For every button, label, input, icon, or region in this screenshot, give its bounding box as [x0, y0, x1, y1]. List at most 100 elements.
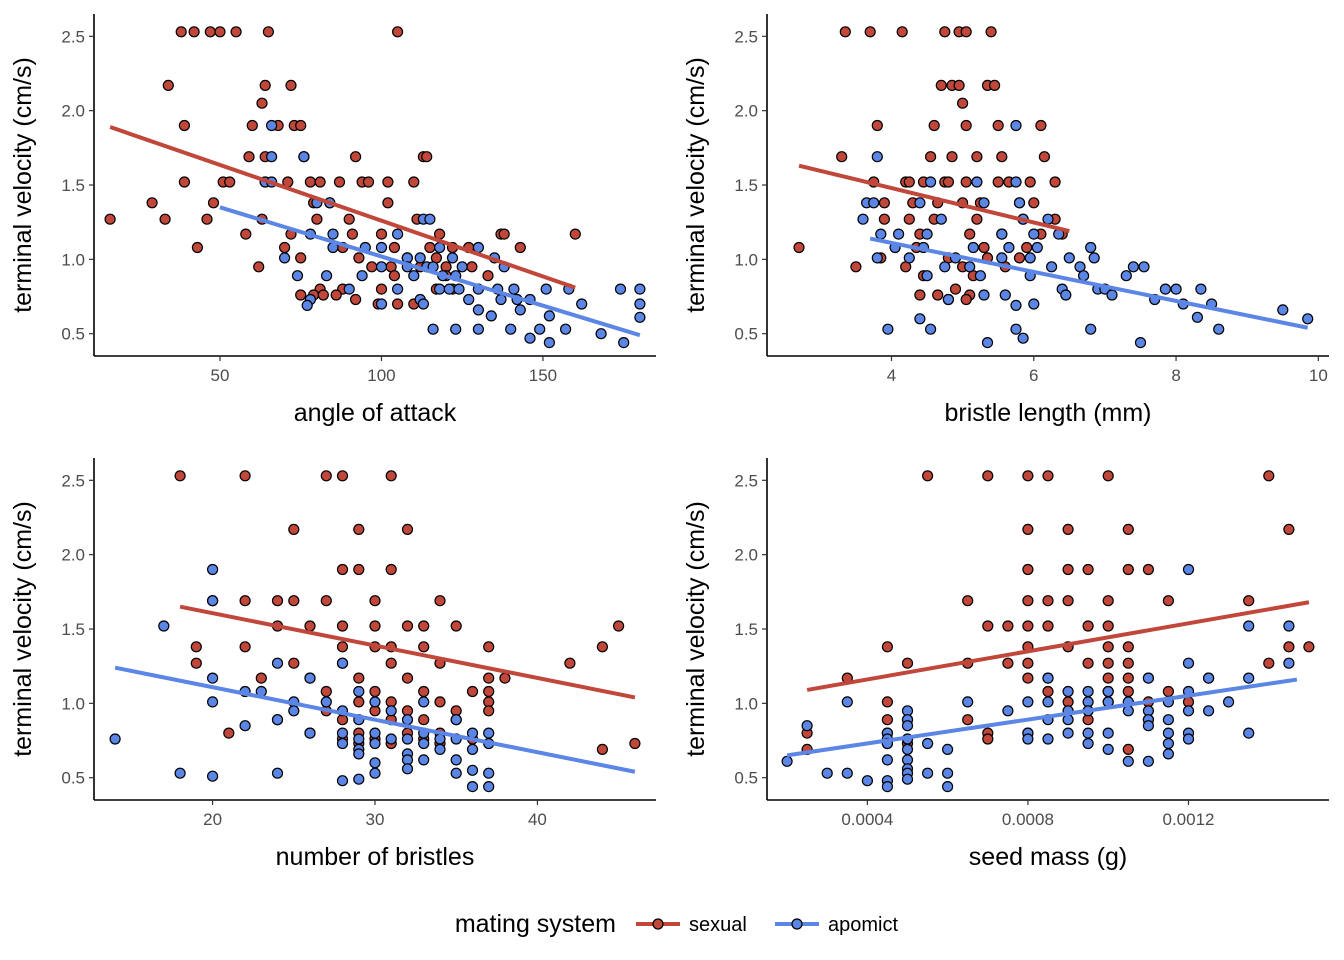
data-point-sexual	[1122, 657, 1134, 669]
data-point-apomict	[385, 705, 397, 717]
data-point-apomict	[356, 270, 368, 282]
data-point-apomict	[1106, 289, 1118, 301]
data-point-apomict	[239, 720, 251, 732]
data-point-apomict	[271, 767, 284, 779]
data-point-sexual	[424, 241, 436, 254]
data-point-apomict	[576, 298, 588, 310]
data-point-sexual	[1082, 620, 1094, 632]
data-point-apomict	[935, 213, 947, 225]
data-point-sexual	[279, 241, 291, 254]
data-point-apomict	[1122, 755, 1134, 767]
y-tick-label: 2.5	[734, 471, 758, 490]
data-point-sexual	[336, 563, 349, 576]
y-tick-label: 2.0	[734, 102, 758, 121]
data-point-apomict	[472, 304, 484, 316]
data-point-sexual	[1024, 176, 1036, 188]
data-point-apomict	[1082, 727, 1094, 739]
x-tick-label: 20	[203, 810, 222, 829]
data-point-apomict	[881, 754, 894, 766]
y-tick-label: 2.5	[61, 27, 85, 46]
data-point-apomict	[871, 252, 883, 264]
data-point-apomict	[369, 767, 381, 779]
data-point-sexual	[612, 620, 625, 632]
y-axis-title: terminal velocity (cm/s)	[682, 57, 710, 313]
data-point-apomict	[1138, 261, 1150, 273]
data-point-apomict	[466, 764, 479, 776]
y-tick-label: 2.5	[61, 471, 85, 490]
data-point-apomict	[483, 767, 495, 779]
data-point-apomict	[1127, 261, 1140, 273]
data-point-apomict	[1142, 755, 1155, 767]
x-tick-label: 30	[366, 810, 385, 829]
data-point-sexual	[499, 672, 511, 684]
data-point-sexual	[191, 241, 203, 254]
data-point-sexual	[1283, 641, 1295, 653]
data-point-sexual	[1303, 641, 1315, 653]
data-point-sexual	[223, 727, 235, 739]
data-point-sexual	[960, 26, 972, 38]
data-point-apomict	[343, 283, 355, 295]
data-point-apomict	[1028, 298, 1040, 310]
data-point-apomict	[450, 767, 462, 779]
data-point-apomict	[369, 737, 381, 750]
data-point-apomict	[456, 261, 468, 273]
data-point-sexual	[239, 641, 251, 653]
data-point-apomict	[271, 657, 284, 669]
data-point-sexual	[288, 657, 300, 669]
data-point-apomict	[266, 119, 278, 132]
data-point-sexual	[514, 241, 526, 254]
y-tick-label: 2.0	[734, 546, 758, 565]
data-point-apomict	[266, 151, 278, 163]
data-point-sexual	[1102, 470, 1114, 482]
data-point-apomict	[369, 727, 381, 739]
data-point-apomict	[298, 151, 310, 163]
data-point-sexual	[1022, 672, 1034, 684]
x-axis-title: number of bristles	[276, 843, 475, 871]
data-point-sexual	[992, 119, 1004, 132]
data-point-sexual	[401, 620, 414, 632]
data-point-apomict	[1062, 727, 1074, 739]
data-point-sexual	[314, 176, 326, 188]
data-point-sexual	[295, 119, 307, 132]
data-point-sexual	[1062, 523, 1074, 536]
data-point-sexual	[962, 714, 974, 726]
data-point-sexual	[482, 270, 494, 282]
data-point-apomict	[320, 696, 332, 708]
y-tick-label: 1.0	[734, 694, 758, 713]
data-point-apomict	[1182, 563, 1195, 576]
panel-4: 0.5 1.0 1.5 2.0 2.5 0.0004 0.0008 0.0012 seed ma…	[682, 458, 1329, 871]
data-point-sexual	[953, 79, 965, 92]
data-point-apomict	[1017, 332, 1029, 344]
x-tick-label: 0.0004	[841, 810, 893, 829]
data-point-apomict	[1120, 270, 1132, 282]
data-point-apomict	[1042, 733, 1054, 745]
data-point-sexual	[1102, 657, 1114, 669]
data-point-apomict	[999, 289, 1011, 301]
data-point-sexual	[320, 470, 332, 482]
data-point-apomict	[1283, 657, 1295, 669]
data-point-apomict	[418, 754, 430, 766]
data-point-apomict	[882, 323, 894, 335]
data-point-apomict	[1062, 685, 1074, 698]
data-point-sexual	[483, 705, 495, 717]
data-point-apomict	[1159, 283, 1172, 295]
data-point-sexual	[881, 641, 894, 653]
data-point-apomict	[271, 714, 284, 726]
data-point-sexual	[255, 672, 267, 684]
data-point-sexual	[353, 696, 365, 708]
data-point-sexual	[188, 26, 200, 38]
panel-2: 0.5 1.0 1.5 2.0 2.5 4 6 8 10 bristle length (mm) t…	[682, 14, 1329, 427]
data-point-sexual	[288, 523, 300, 536]
data-point-apomict	[559, 323, 572, 335]
data-point-apomict	[463, 293, 475, 306]
data-point-apomict	[279, 252, 291, 264]
data-point-apomict	[996, 228, 1008, 240]
data-point-sexual	[388, 241, 400, 254]
x-axis-title: seed mass (g)	[969, 843, 1127, 871]
series-apomict	[781, 563, 1295, 793]
data-point-sexual	[201, 213, 213, 225]
panel-3: 0.5 1.0 1.5 2.0 2.5 20 30 40 number of bristles t…	[9, 458, 656, 871]
data-point-apomict	[1122, 705, 1134, 717]
data-point-apomict	[942, 293, 955, 306]
data-point-apomict	[1060, 289, 1072, 301]
